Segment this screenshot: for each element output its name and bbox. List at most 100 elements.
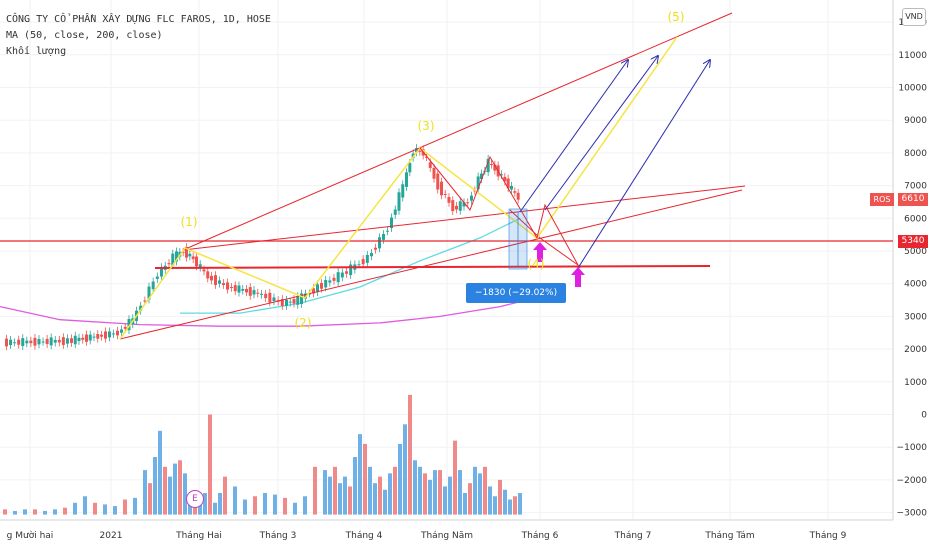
zigzag-path: [536, 203, 579, 266]
volume-bar: [328, 476, 332, 515]
volume-bar: [3, 509, 7, 515]
candle-body: [510, 185, 513, 190]
candle-body: [503, 176, 507, 182]
candle-body: [241, 288, 245, 291]
x-tick-label: Tháng 9: [809, 531, 847, 541]
projection-arrow: [519, 60, 628, 213]
ma200-line: [0, 301, 521, 327]
earnings-marker[interactable]: E: [186, 490, 204, 508]
x-tick-label: Tháng 3: [259, 531, 297, 541]
volume-bar: [518, 492, 522, 515]
volume-bar: [473, 466, 477, 515]
candle-body: [486, 158, 490, 173]
volume-bar: [433, 470, 437, 515]
candle-body: [451, 200, 455, 212]
candle-body: [21, 338, 25, 347]
candle-body: [143, 300, 147, 302]
candle-body: [493, 164, 497, 171]
currency-button[interactable]: VND: [902, 8, 926, 26]
volume-bar: [33, 509, 37, 515]
candle-body: [357, 264, 361, 266]
volume-bar: [273, 494, 277, 515]
ticker-tag: ROS: [870, 193, 894, 206]
candle-body: [382, 233, 385, 240]
x-tick-label: Tháng Tám: [704, 531, 754, 541]
volume-legend: Khối lượng: [6, 46, 67, 57]
volume-bar: [208, 414, 212, 515]
candle-body: [120, 329, 123, 333]
y-tick-label: −3000: [897, 509, 928, 519]
volume-bar: [63, 507, 67, 515]
candle-body: [425, 156, 428, 158]
volume-bar: [438, 470, 442, 515]
candle-body: [218, 280, 221, 284]
x-tick-label: Tháng 6: [521, 531, 559, 541]
candle-body: [171, 253, 175, 266]
volume-bar: [333, 466, 337, 515]
candle-body: [506, 178, 510, 189]
candle-body: [312, 288, 315, 294]
candle-body: [108, 331, 111, 338]
candle-body: [405, 172, 408, 187]
volume-bar: [188, 502, 192, 515]
candle-body: [147, 286, 151, 300]
wave-label: (5): [668, 10, 685, 24]
candle-body: [393, 209, 397, 215]
candle-body: [151, 281, 155, 290]
candle-body: [361, 259, 365, 265]
volume-bar: [293, 502, 297, 515]
candle-body: [88, 334, 92, 341]
candle-body: [85, 334, 88, 342]
volume-bar: [123, 499, 127, 515]
candle-body: [37, 339, 41, 345]
candle-body: [272, 297, 276, 302]
volume-bar: [178, 460, 182, 515]
candle-body: [320, 283, 323, 289]
volume-bar: [203, 492, 207, 515]
candle-body: [33, 337, 37, 346]
volume-bar: [143, 470, 147, 515]
volume-bar: [478, 473, 482, 515]
candle-body: [77, 337, 81, 342]
volume-bar: [243, 499, 247, 515]
wave-b-path: [419, 147, 538, 239]
y-tick-label: 5000: [904, 247, 927, 257]
drop-line: [509, 209, 541, 239]
candle-body: [458, 201, 462, 211]
volume-bar: [93, 502, 97, 515]
wave-label: (3): [418, 119, 435, 133]
candle-body: [61, 337, 65, 345]
candle-body: [195, 256, 198, 267]
volume-bar: [343, 476, 347, 515]
volume-bar: [448, 476, 452, 515]
wave-label: (1): [181, 215, 198, 229]
candle-body: [160, 267, 163, 277]
candle-body: [185, 247, 188, 258]
candle-body: [233, 285, 237, 292]
candle-body: [53, 339, 57, 343]
candle-body: [188, 253, 192, 257]
candle-body: [264, 293, 268, 299]
candle-body: [500, 174, 503, 176]
y-tick-label: −2000: [897, 476, 928, 486]
candle-body: [226, 282, 229, 290]
candle-body: [248, 287, 252, 296]
candle-body: [116, 330, 119, 336]
candle-body: [256, 292, 260, 294]
volume-bar: [508, 499, 512, 515]
volume-bar: [283, 497, 287, 515]
candle-body: [440, 181, 443, 196]
volume-bar: [183, 473, 187, 515]
volume-bar: [498, 479, 502, 515]
volume-bar: [198, 499, 202, 515]
volume-bar: [413, 460, 417, 515]
lower-channel-line: [119, 189, 743, 340]
candle-body: [123, 326, 127, 329]
candle-body: [436, 173, 440, 190]
volume-bar: [148, 483, 152, 515]
candle-body: [13, 342, 17, 344]
volume-bar: [453, 440, 457, 515]
candle-body: [349, 264, 353, 276]
y-tick-label: −1000: [897, 443, 928, 453]
